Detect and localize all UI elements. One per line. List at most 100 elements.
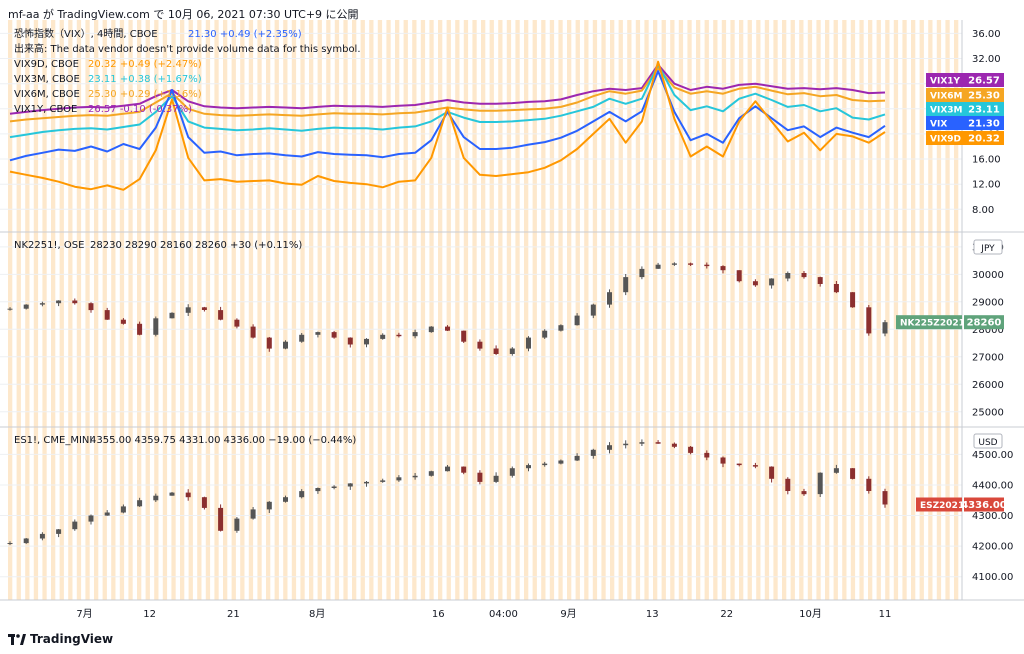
nk-ohlc: 28230 28290 28160 28260 +30 (+0.11%) [90,240,302,251]
candle-body [169,492,175,496]
candle-body [56,300,62,304]
legend-vix6m-value: 25.30 +0.29 (+1.16%) [88,89,202,100]
candle-body [833,468,839,473]
candle-body [574,315,580,326]
candle-body [720,457,726,464]
session-stripe [678,20,684,600]
session-stripe [395,20,400,600]
session-stripe [893,20,899,600]
candle-body [185,492,191,498]
candle-body [639,442,645,444]
candle-body [817,472,823,495]
x-tick-label: 16 [432,609,445,620]
session-stripe [403,20,408,600]
candle-body [850,468,856,479]
session-stripe [16,20,21,600]
session-stripe [438,20,443,600]
svg-text:JPY: JPY [980,244,995,254]
x-tick-label: 04:00 [489,609,518,620]
session-stripe [876,20,881,600]
candle-body [72,521,78,530]
candle-body [574,455,580,461]
candle-body [218,507,224,531]
session-stripe [223,20,228,600]
session-stripe [429,20,434,600]
session-stripe [446,20,451,600]
session-stripe [601,20,606,600]
session-stripe [291,20,297,600]
svg-text:VIX1Y: VIX1Y [930,77,961,87]
session-stripe [463,20,469,600]
candle-body [250,509,256,519]
es-legend: ES1!, CME_MINI 4355.00 4359.75 4331.00 4… [14,435,356,446]
y-tick-label: 4400.00 [972,481,1013,492]
candle-body [396,477,402,481]
nk-currency-badge[interactable]: JPY [973,239,1003,255]
footer-brand: TradingView [30,632,114,646]
legend-vix9d-value: 20.32 +0.49 (+2.47%) [88,59,202,70]
y-tick-label: 4200.00 [972,542,1013,553]
candle-body [704,264,710,267]
session-stripe [627,20,632,600]
svg-text:VIX: VIX [930,120,947,130]
session-stripe [309,20,314,600]
candle-body [331,486,337,488]
candle-body [623,277,629,293]
session-stripe [326,20,331,600]
svg-text:VIX6M: VIX6M [930,92,963,102]
candle-body [56,529,62,534]
session-stripe [386,20,391,600]
session-stripe [558,20,563,600]
session-stripe [661,20,666,600]
candle-body [752,281,758,286]
es-symbol: ES1!, CME_MINI [14,435,92,446]
y-tick-label: 25000 [972,407,1004,418]
session-stripe [911,20,916,600]
last-price-tag-vix3m: VIX3M 23.11 [926,102,1004,116]
es-currency-badge[interactable]: USD [973,433,1003,449]
session-stripe [51,20,56,600]
candle-body [7,308,13,310]
session-stripe [360,20,365,600]
candle-body [688,263,694,265]
candle-body [509,468,515,476]
candle-body [785,273,791,279]
candle-body [283,341,288,349]
candle-body [412,475,418,478]
tradingview-footer[interactable]: TradingView [8,632,113,646]
svg-text:USD: USD [978,438,997,448]
session-stripe [248,20,254,600]
candle-body [769,466,775,479]
grid-lines [0,32,962,578]
candle-body [137,323,143,335]
y-tick-label: 4300.00 [972,511,1013,522]
legend-vix3m-value: 23.11 +0.38 (+1.67%) [88,74,202,85]
x-tick-label: 7月 [76,608,92,620]
candle-body [623,443,629,446]
y-tick-label: 12.00 [972,180,1001,191]
last-price-tag-vix1y: VIX1Y 26.57 [926,73,1004,87]
session-stripe [145,20,150,600]
session-stripe [850,20,856,600]
session-stripe [919,20,924,600]
candle-body [671,443,677,447]
candle-body [736,270,742,282]
session-stripe [541,20,546,600]
session-stripe [274,20,279,600]
session-stripe [902,20,907,600]
candle-body [736,463,742,466]
candle-body [331,332,337,338]
candle-body [266,501,272,510]
svg-text:4336.00: 4336.00 [961,500,1007,511]
candle-body [461,466,467,473]
candle-body [153,495,159,501]
candle-body [39,533,45,539]
candle-body [234,518,240,531]
session-stripe [515,20,520,600]
candle-body [315,488,321,492]
session-stripe [154,20,159,600]
session-stripe [377,20,383,600]
candle-body [801,491,807,495]
